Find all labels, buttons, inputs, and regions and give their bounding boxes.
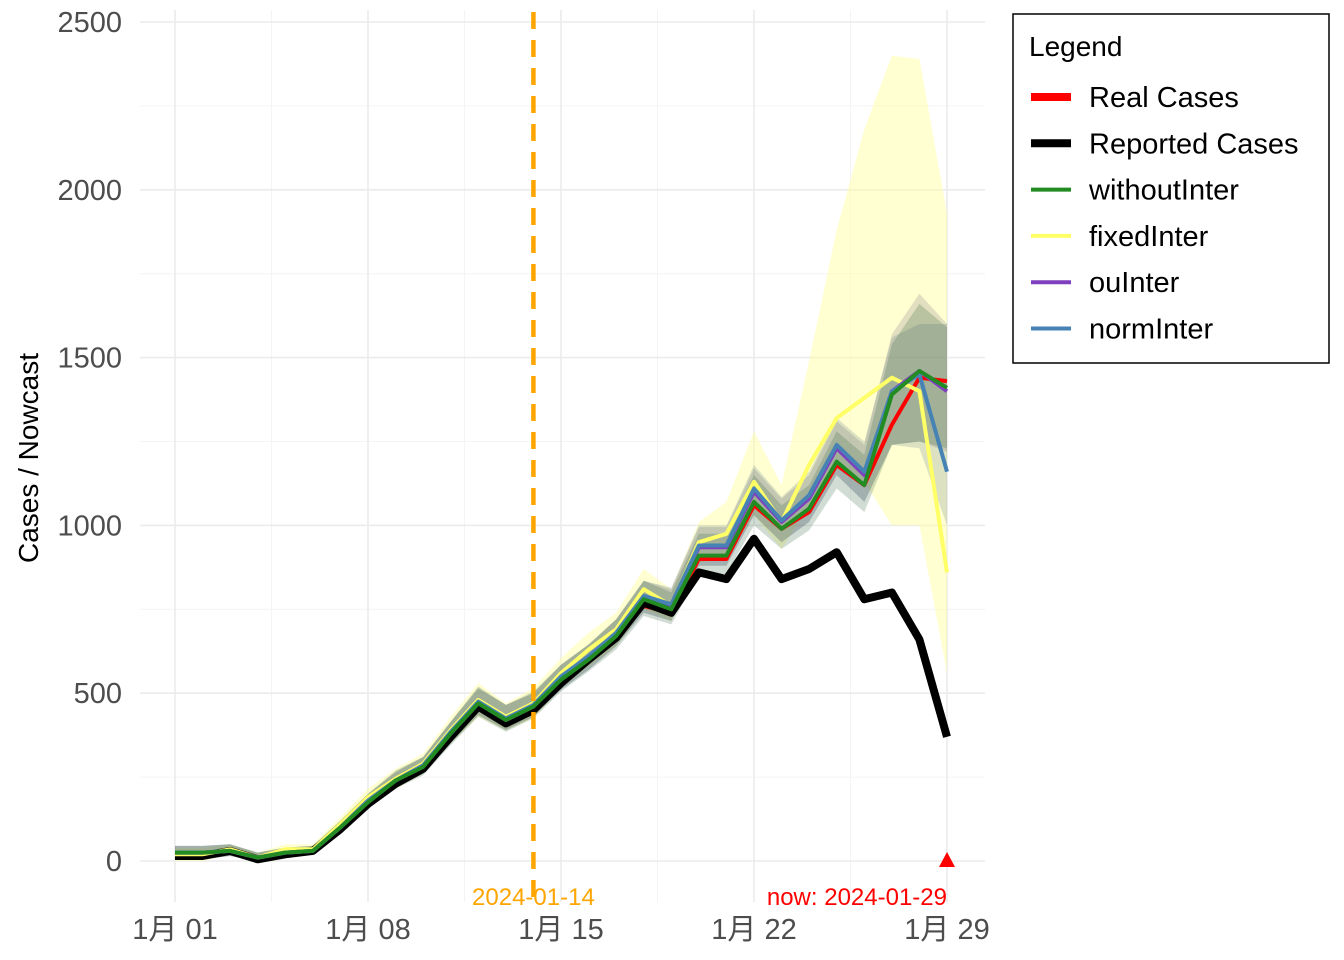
series-lines — [175, 369, 951, 864]
now-label: now: 2024-01-29 — [767, 884, 947, 911]
reference-date-label: 2024-01-14 — [472, 884, 595, 911]
x-tick-label: 1月 08 — [325, 914, 410, 946]
x-axis-ticks: 1月 01 1月 08 1月 15 1月 22 1月 29 — [132, 914, 989, 946]
legend-label: normInter — [1089, 314, 1213, 346]
y-tick-label: 1500 — [57, 343, 122, 375]
legend-items: Real Cases Reported Cases withoutInter fixe… — [1031, 82, 1299, 346]
series-line-withoutinter — [175, 369, 949, 860]
y-tick-label: 2500 — [57, 7, 122, 39]
annotations: 2024-01-14 now: 2024-01-29 — [472, 12, 955, 911]
y-axis-ticks: 0 500 1000 1500 2000 2500 — [57, 7, 122, 878]
x-tick-label: 1月 15 — [518, 914, 603, 946]
legend-label: Reported Cases — [1089, 128, 1299, 160]
y-tick-label: 1000 — [57, 510, 122, 542]
grid-major — [140, 10, 985, 902]
x-tick-label: 1月 22 — [711, 914, 796, 946]
ribbon-fixedInter — [175, 55, 947, 862]
y-tick-label: 500 — [74, 678, 122, 710]
now-marker-triangle — [939, 852, 955, 867]
x-tick-label: 1月 01 — [132, 914, 217, 946]
y-tick-label: 0 — [106, 846, 122, 878]
confidence-ribbons — [175, 55, 947, 862]
y-tick-label: 2000 — [57, 175, 122, 207]
legend-label: ouInter — [1089, 267, 1180, 299]
legend: Legend Real Cases Reported Cases withoutIn… — [1012, 13, 1330, 364]
legend-label: fixedInter — [1089, 221, 1209, 253]
series-line-fixedinter — [175, 375, 949, 860]
legend-label: Real Cases — [1089, 82, 1239, 114]
x-tick-label: 1月 29 — [904, 914, 989, 946]
y-axis-title: Cases / Nowcast — [13, 353, 44, 563]
legend-label: withoutInter — [1088, 175, 1239, 207]
legend-title: Legend — [1029, 31, 1122, 62]
